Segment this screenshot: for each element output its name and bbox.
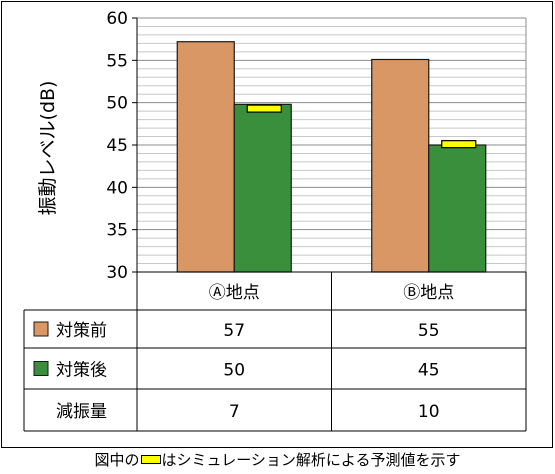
y-tick-label: 55 [106, 51, 128, 71]
table-cell-value: 50 [223, 361, 245, 381]
table-row-label: 対策後 [56, 361, 107, 381]
bar-after-1 [233, 103, 292, 273]
simulation-legend-swatch [140, 454, 161, 464]
table-row-label: 減振量 [56, 402, 107, 422]
table-cell-value: 10 [418, 402, 440, 422]
y-tick-label: 40 [106, 178, 128, 198]
caption: 図中の はシミュレーション解析による予測値を示す [0, 449, 555, 471]
x-category-label: Ⓑ地点 [403, 283, 454, 303]
simulation-marker-2 [441, 140, 477, 149]
legend-swatch-after [33, 361, 49, 376]
caption-text-before: 図中の [94, 451, 140, 469]
table-row-label: 対策前 [56, 321, 107, 341]
caption-text-after: はシミュレーション解析による予測値を示す [161, 451, 461, 469]
x-category-label: Ⓐ地点 [209, 283, 260, 303]
legend-swatch-before [33, 321, 49, 337]
simulation-marker-1 [246, 104, 282, 113]
bar-after-2 [428, 144, 487, 273]
y-tick-label: 50 [106, 94, 128, 114]
chart-frame: 30 35 40 45 50 55 60 Ⓐ地点 Ⓑ地点対策前 57 55 対策後 50 45 減振量 7 1… [1, 1, 553, 448]
bar-before-1 [176, 41, 235, 273]
y-tick-label: 30 [106, 263, 128, 283]
y-tick-label: 35 [106, 221, 128, 241]
table-cell-value: 57 [223, 321, 245, 341]
y-tick-label: 45 [106, 136, 128, 156]
bar-before-2 [371, 58, 430, 273]
y-axis-label: 振動レベル(dB) [37, 81, 59, 216]
table-cell-value: 7 [229, 402, 240, 422]
y-tick-label: 60 [106, 9, 128, 29]
table-cell-value: 55 [418, 321, 440, 341]
table-cell-value: 45 [418, 361, 440, 381]
